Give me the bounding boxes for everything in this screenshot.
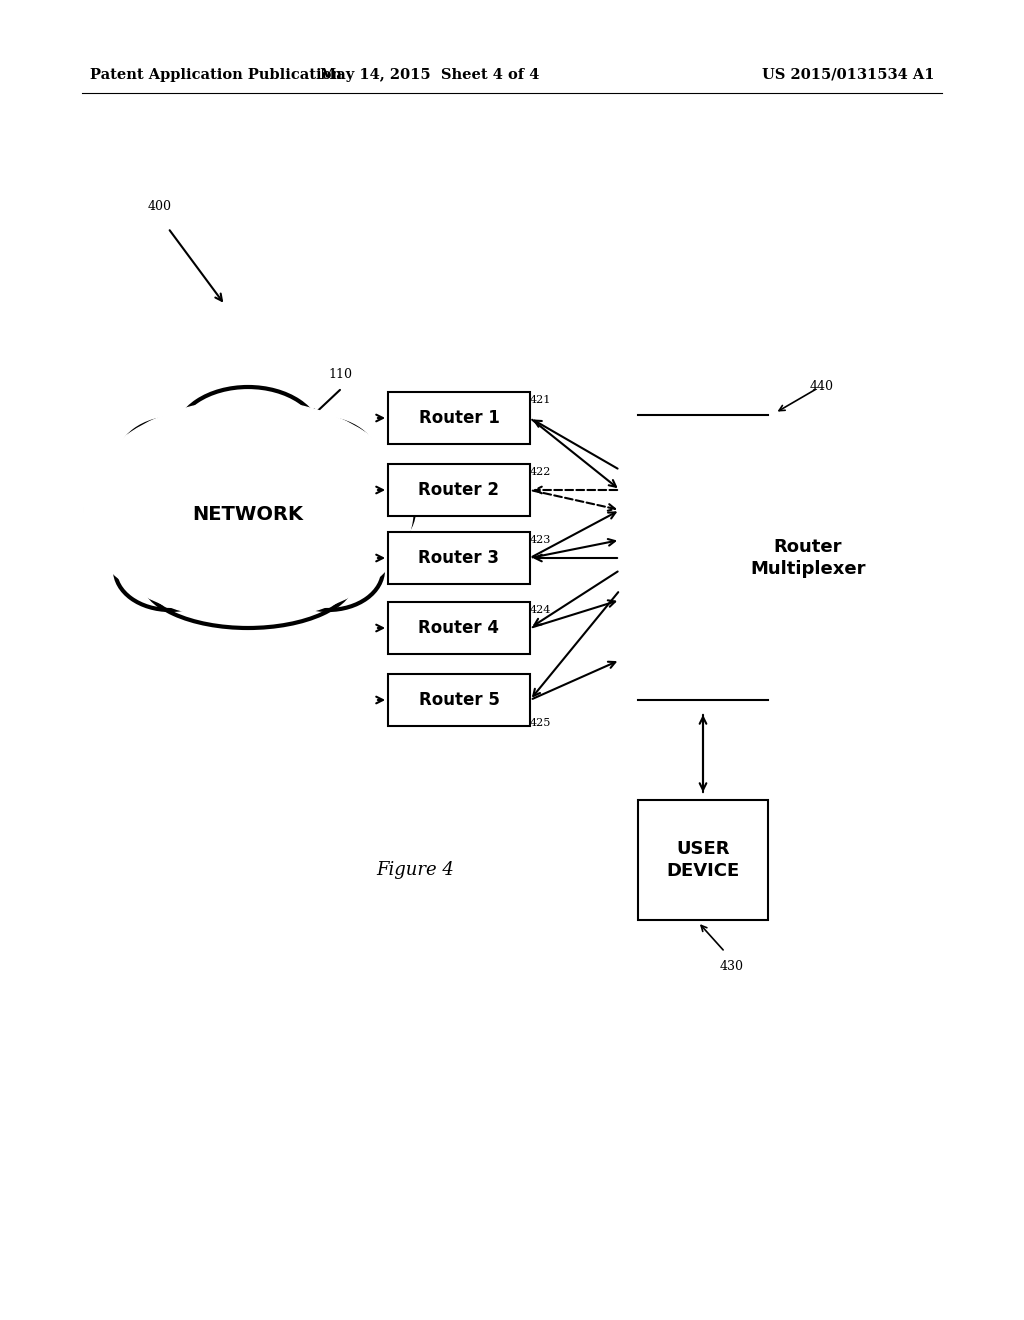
Text: Router 1: Router 1 — [419, 409, 500, 426]
Bar — [388, 392, 530, 444]
Text: 422: 422 — [530, 467, 551, 477]
Bar — [388, 602, 530, 653]
Text: Router 4: Router 4 — [419, 619, 500, 638]
Text: Router 3: Router 3 — [419, 549, 500, 568]
Text: 400: 400 — [148, 201, 172, 213]
Text: May 14, 2015  Sheet 4 of 4: May 14, 2015 Sheet 4 of 4 — [321, 69, 540, 82]
Ellipse shape — [273, 531, 383, 610]
Text: 425: 425 — [530, 718, 551, 729]
Text: Router 2: Router 2 — [419, 480, 500, 499]
Bar — [388, 465, 530, 516]
Text: Router
Multiplexer: Router Multiplexer — [751, 539, 865, 578]
Text: USER
DEVICE: USER DEVICE — [667, 840, 739, 880]
Text: Patent Application Publication: Patent Application Publication — [90, 69, 342, 82]
Text: 421: 421 — [530, 395, 551, 405]
Ellipse shape — [176, 387, 319, 483]
Text: NETWORK: NETWORK — [193, 506, 303, 524]
Bar — [388, 675, 530, 726]
Ellipse shape — [310, 466, 414, 554]
Text: 424: 424 — [530, 605, 551, 615]
Text: Figure 4: Figure 4 — [376, 861, 454, 879]
Text: 440: 440 — [810, 380, 834, 393]
Text: 423: 423 — [530, 535, 551, 545]
Ellipse shape — [86, 466, 190, 554]
Ellipse shape — [83, 400, 413, 620]
Bar — [638, 800, 768, 920]
Ellipse shape — [143, 532, 353, 628]
Ellipse shape — [263, 418, 377, 502]
Text: 430: 430 — [720, 960, 744, 973]
Text: Router 5: Router 5 — [419, 690, 500, 709]
Text: US 2015/0131534 A1: US 2015/0131534 A1 — [763, 69, 935, 82]
Ellipse shape — [115, 531, 225, 610]
Text: 110: 110 — [328, 368, 352, 381]
Bar — [388, 532, 530, 583]
Ellipse shape — [118, 418, 232, 502]
